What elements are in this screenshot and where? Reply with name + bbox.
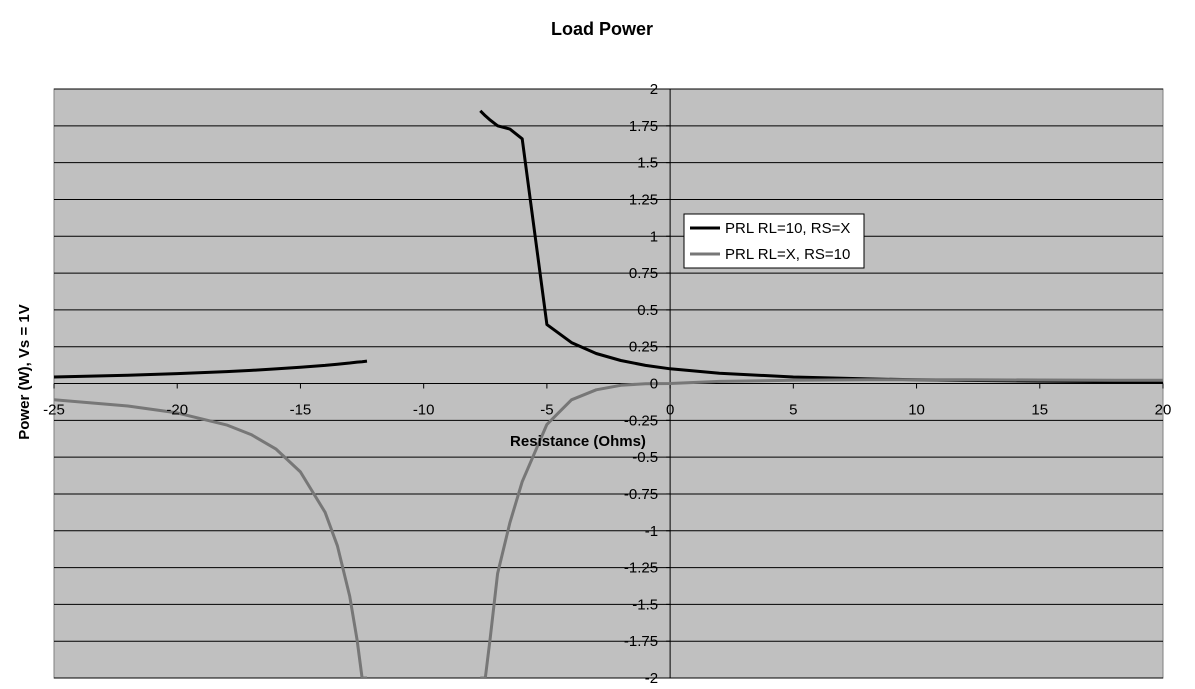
y-axis-label: Power (W), Vs = 1V [16, 304, 33, 439]
y-tick-label: 1.5 [637, 155, 658, 172]
y-tick-label: 0.25 [629, 339, 658, 356]
legend: PRL RL=10, RS=X PRL RL=X, RS=10 [683, 213, 865, 269]
series-layer [54, 109, 1163, 678]
y-tick-label: 0.75 [629, 265, 658, 282]
x-tick-label: -25 [43, 402, 65, 419]
y-tick-label: 0 [650, 376, 658, 393]
y-tick-label: 1 [650, 228, 658, 245]
x-tick-label: -5 [540, 402, 553, 419]
x-tick-label: -15 [290, 402, 312, 419]
y-tick-label: 0.5 [637, 302, 658, 319]
y-tick-label: -1.5 [632, 596, 658, 613]
y-tick-label: -1.75 [624, 633, 658, 650]
y-tick-label: 1.25 [629, 191, 658, 208]
y-tick-label: -1.25 [624, 560, 658, 577]
y-tick-label: -0.75 [624, 486, 658, 503]
legend-label-series-1: PRL RL=10, RS=X [725, 220, 850, 237]
tick-labels: 2 1.75 1.5 1.25 1 0.75 0.5 0.25 0 -0.25 -0.5 -0.75 -… [43, 81, 1171, 687]
y-tick-label: -2 [645, 670, 658, 687]
x-tick-label: 5 [789, 402, 797, 419]
x-tick-label: -20 [166, 402, 188, 419]
legend-label-series-2: PRL RL=X, RS=10 [725, 246, 850, 263]
x-tick-label: 0 [666, 402, 674, 419]
y-tick-label: -0.5 [632, 449, 658, 466]
series-line-2 [54, 378, 1163, 678]
chart-title: Load Power [551, 19, 653, 39]
y-tick-label: -0.25 [624, 412, 658, 429]
x-tick-label: 10 [908, 402, 925, 419]
legend-box [683, 213, 865, 269]
x-tick-label: 20 [1155, 402, 1172, 419]
y-tick-label: 1.75 [629, 118, 658, 135]
x-tick-label: 15 [1031, 402, 1048, 419]
x-tick-label: -10 [413, 402, 435, 419]
x-axis-label: Resistance (Ohms) [510, 433, 646, 450]
y-tick-label: 2 [650, 81, 658, 98]
y-tick-label: -1 [645, 523, 658, 540]
